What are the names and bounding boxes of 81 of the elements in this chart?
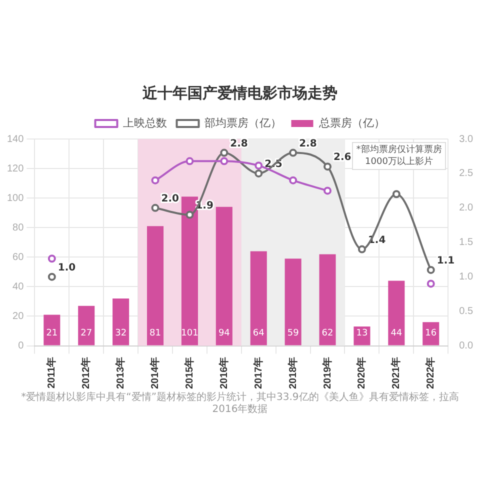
point (254, 162, 263, 170)
bar (146, 226, 164, 346)
y2-tick-label: 1.5 (459, 237, 474, 248)
y-tick-label: 80 (12, 222, 24, 234)
data-label: 13 (356, 328, 368, 339)
text: *爱情题材以影库中具有“爱情”题材标签的影片统计，其中33.9亿的《美人鱼》具有爱情标签，拉高2016年数据 (20, 392, 460, 416)
y2-tick-label: 2.0 (459, 202, 474, 214)
bar (388, 280, 405, 346)
y2-tick-label: 0.5 (459, 306, 474, 318)
point (289, 176, 298, 184)
y-tick-label: 120 (6, 163, 24, 174)
legend-label: 部均票房（亿） (204, 116, 282, 130)
point (151, 176, 160, 184)
data-label: 62 (322, 328, 334, 339)
y-tick-label: 100 (6, 192, 24, 204)
point (324, 162, 332, 171)
point (48, 254, 56, 263)
point (254, 169, 263, 178)
y-tick-label: 20 (12, 310, 24, 322)
bar (216, 206, 232, 346)
data-label: 59 (287, 328, 300, 339)
point (151, 204, 160, 212)
y2-tick-label: 0.0 (459, 340, 474, 352)
x-tick-label: 2019年 (321, 356, 334, 390)
x-tick-label: 2011年 (46, 356, 58, 388)
data-label: 2.0 (161, 194, 180, 205)
point (48, 272, 56, 281)
x-tick-label: 2020年 (356, 356, 368, 390)
y-tick-label: 0 (18, 340, 24, 352)
y2-tick-label: 2.5 (459, 168, 474, 180)
point (186, 157, 194, 166)
data-label: 44 (390, 328, 402, 339)
data-label: 2.8 (230, 138, 248, 150)
point (324, 186, 332, 195)
y-tick-label: 40 (12, 281, 24, 292)
x-tick-label: 2015年 (183, 356, 196, 390)
point (426, 280, 435, 288)
data-label: 81 (150, 328, 161, 339)
point (358, 245, 366, 254)
bar (422, 322, 440, 346)
x-tick-label: 2017年 (252, 356, 264, 390)
x-tick-label: 2012年 (80, 356, 92, 390)
data-label: 101 (181, 328, 198, 339)
point (220, 148, 228, 157)
bar (250, 251, 267, 346)
x-tick-label: 2018年 (286, 356, 299, 390)
y-tick-label: 60 (12, 252, 24, 263)
bar (354, 326, 370, 346)
legend-label: 上映总数 (122, 116, 167, 130)
data-label: 27 (80, 328, 92, 339)
y-tick-label: 140 (6, 134, 24, 145)
data-label: 2.6 (334, 152, 352, 164)
point (186, 210, 194, 219)
x-tick-label: 2014年 (149, 356, 162, 390)
y2-tick-label: 3.0 (459, 134, 474, 145)
data-label: 1.1 (436, 256, 455, 267)
data-label: 64 (252, 328, 265, 339)
y2-tick-label: 1.0 (459, 272, 474, 283)
legend-label: 总票房（亿） (318, 116, 385, 130)
point (289, 148, 298, 157)
x-tick-label: 2022年 (424, 356, 437, 390)
data-label: 32 (115, 328, 127, 339)
x-tick-label: 2016年 (218, 356, 230, 390)
bar (319, 254, 336, 346)
point (426, 266, 435, 274)
data-label: 94 (218, 328, 230, 339)
bar (284, 258, 302, 346)
bar (78, 306, 95, 346)
point (392, 190, 400, 198)
data-label: 16 (425, 328, 437, 339)
x-tick-label: 2013年 (114, 356, 127, 390)
annotation: *部均票房仅计算票房1000万以上影片 (352, 142, 446, 170)
bar (44, 314, 60, 346)
data-label: 21 (46, 328, 58, 339)
chart-title: 近十年国产爱情电影市场走势 (142, 84, 338, 103)
data-label: 2.8 (299, 138, 317, 150)
x-tick-label: 2021年 (390, 356, 402, 390)
point (220, 157, 228, 166)
data-label: 1.0 (58, 262, 76, 274)
bar (181, 196, 198, 346)
bar (112, 298, 130, 346)
